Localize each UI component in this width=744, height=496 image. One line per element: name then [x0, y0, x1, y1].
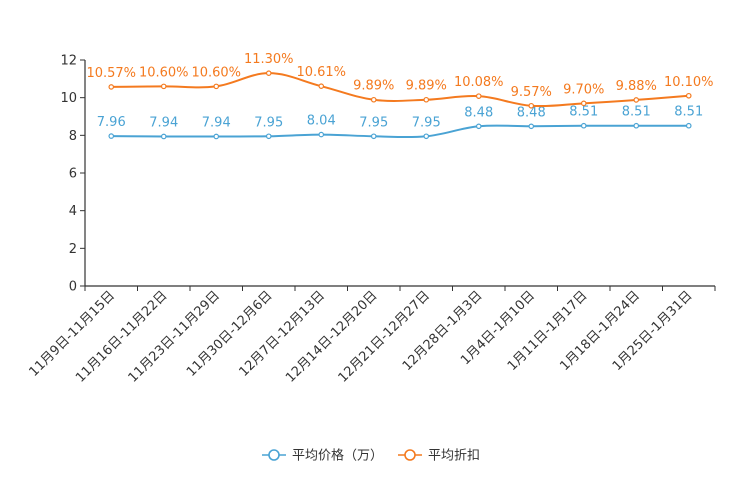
data-point[interactable] [213, 133, 220, 140]
data-point[interactable] [528, 102, 535, 109]
x-axis: 11月9日-11月15日11月16日-11月22日11月23日-11月29日11… [26, 285, 716, 386]
data-point[interactable] [685, 122, 692, 129]
x-tick-label: 12月21日-12月27日 [336, 288, 433, 385]
data-point[interactable] [160, 133, 167, 140]
data-label: 7.94 [202, 115, 231, 130]
data-label: 8.51 [674, 105, 703, 120]
data-label: 7.95 [412, 115, 441, 130]
x-tick-label: 11月16日-11月22日 [73, 288, 170, 385]
data-label: 9.88% [616, 79, 657, 94]
data-label: 10.60% [191, 65, 241, 80]
x-tick-label: 11月23日-11月29日 [126, 288, 223, 385]
y-tick-label: 10 [60, 91, 77, 106]
data-label: 9.57% [511, 85, 552, 100]
data-label: 8.04 [307, 114, 336, 129]
data-point[interactable] [423, 133, 430, 140]
data-point[interactable] [423, 96, 430, 103]
data-point[interactable] [108, 84, 115, 90]
series-line [111, 124, 689, 139]
data-label: 9.70% [563, 82, 604, 97]
y-tick-label: 6 [69, 167, 77, 182]
data-point[interactable] [318, 83, 325, 89]
data-label: 10.60% [139, 65, 189, 80]
data-point[interactable] [633, 122, 640, 129]
data-label: 7.95 [359, 115, 388, 130]
data-point[interactable] [370, 96, 377, 103]
legend-label: 平均折扣 [428, 449, 480, 464]
data-point[interactable] [370, 133, 377, 140]
legend-item-avg-price[interactable]: 平均价格（万） [262, 448, 383, 464]
legend[interactable]: 平均价格（万） 平均折扣 [262, 448, 480, 464]
data-label: 8.48 [517, 105, 546, 120]
data-point[interactable] [633, 97, 640, 103]
data-point[interactable] [108, 133, 115, 139]
data-point[interactable] [265, 133, 272, 140]
data-label: 9.89% [353, 79, 394, 94]
data-point[interactable] [475, 93, 482, 99]
data-point[interactable] [528, 123, 535, 130]
y-tick-label: 4 [69, 204, 77, 219]
data-label: 8.51 [569, 105, 598, 120]
data-label: 8.48 [464, 105, 493, 120]
data-label: 8.51 [622, 105, 651, 120]
legend-marker-icon [404, 449, 416, 461]
y-tick-label: 0 [69, 280, 77, 295]
data-label: 9.89% [406, 79, 447, 94]
series-avg-price: 7.96 7.94 7.94 7.95 8.04 7.95 7.95 8.48 8.48 8.51… [97, 105, 703, 140]
data-point[interactable] [160, 83, 167, 90]
data-point[interactable] [475, 123, 482, 130]
data-label: 10.08% [454, 75, 504, 90]
y-tick-label: 12 [60, 54, 77, 69]
data-point[interactable] [213, 83, 220, 90]
data-label: 10.57% [86, 66, 136, 81]
y-tick-label: 8 [69, 129, 77, 144]
legend-marker-icon [268, 449, 280, 461]
y-axis: 0 2 4 6 8 10 12 [60, 54, 86, 295]
data-label: 11.30% [244, 52, 294, 67]
data-label: 7.94 [149, 115, 178, 130]
y-tick-label: 2 [69, 242, 77, 257]
x-tick-label: 12月14日-12月20日 [283, 288, 380, 385]
data-label: 10.10% [664, 75, 714, 90]
data-point[interactable] [265, 70, 272, 76]
legend-label: 平均价格（万） [292, 448, 383, 464]
data-point[interactable] [580, 100, 587, 107]
series-avg-discount: 10.57% 10.60% 10.60%11.30%10.61%9.89% 9.89%… [86, 52, 714, 109]
legend-item-avg-discount[interactable]: 平均折扣 [398, 449, 480, 464]
x-tick-label: 11月9日-11月15日 [26, 288, 118, 380]
data-label: 7.95 [254, 115, 283, 130]
data-label: 7.96 [97, 115, 126, 130]
series-line [111, 72, 689, 108]
data-point[interactable] [580, 122, 587, 129]
data-label: 10.61% [296, 65, 346, 80]
data-point[interactable] [685, 92, 692, 99]
series-group: 7.96 7.94 7.94 7.95 8.04 7.95 7.95 8.48 8.48 8.51… [86, 52, 714, 140]
data-point[interactable] [318, 131, 325, 138]
